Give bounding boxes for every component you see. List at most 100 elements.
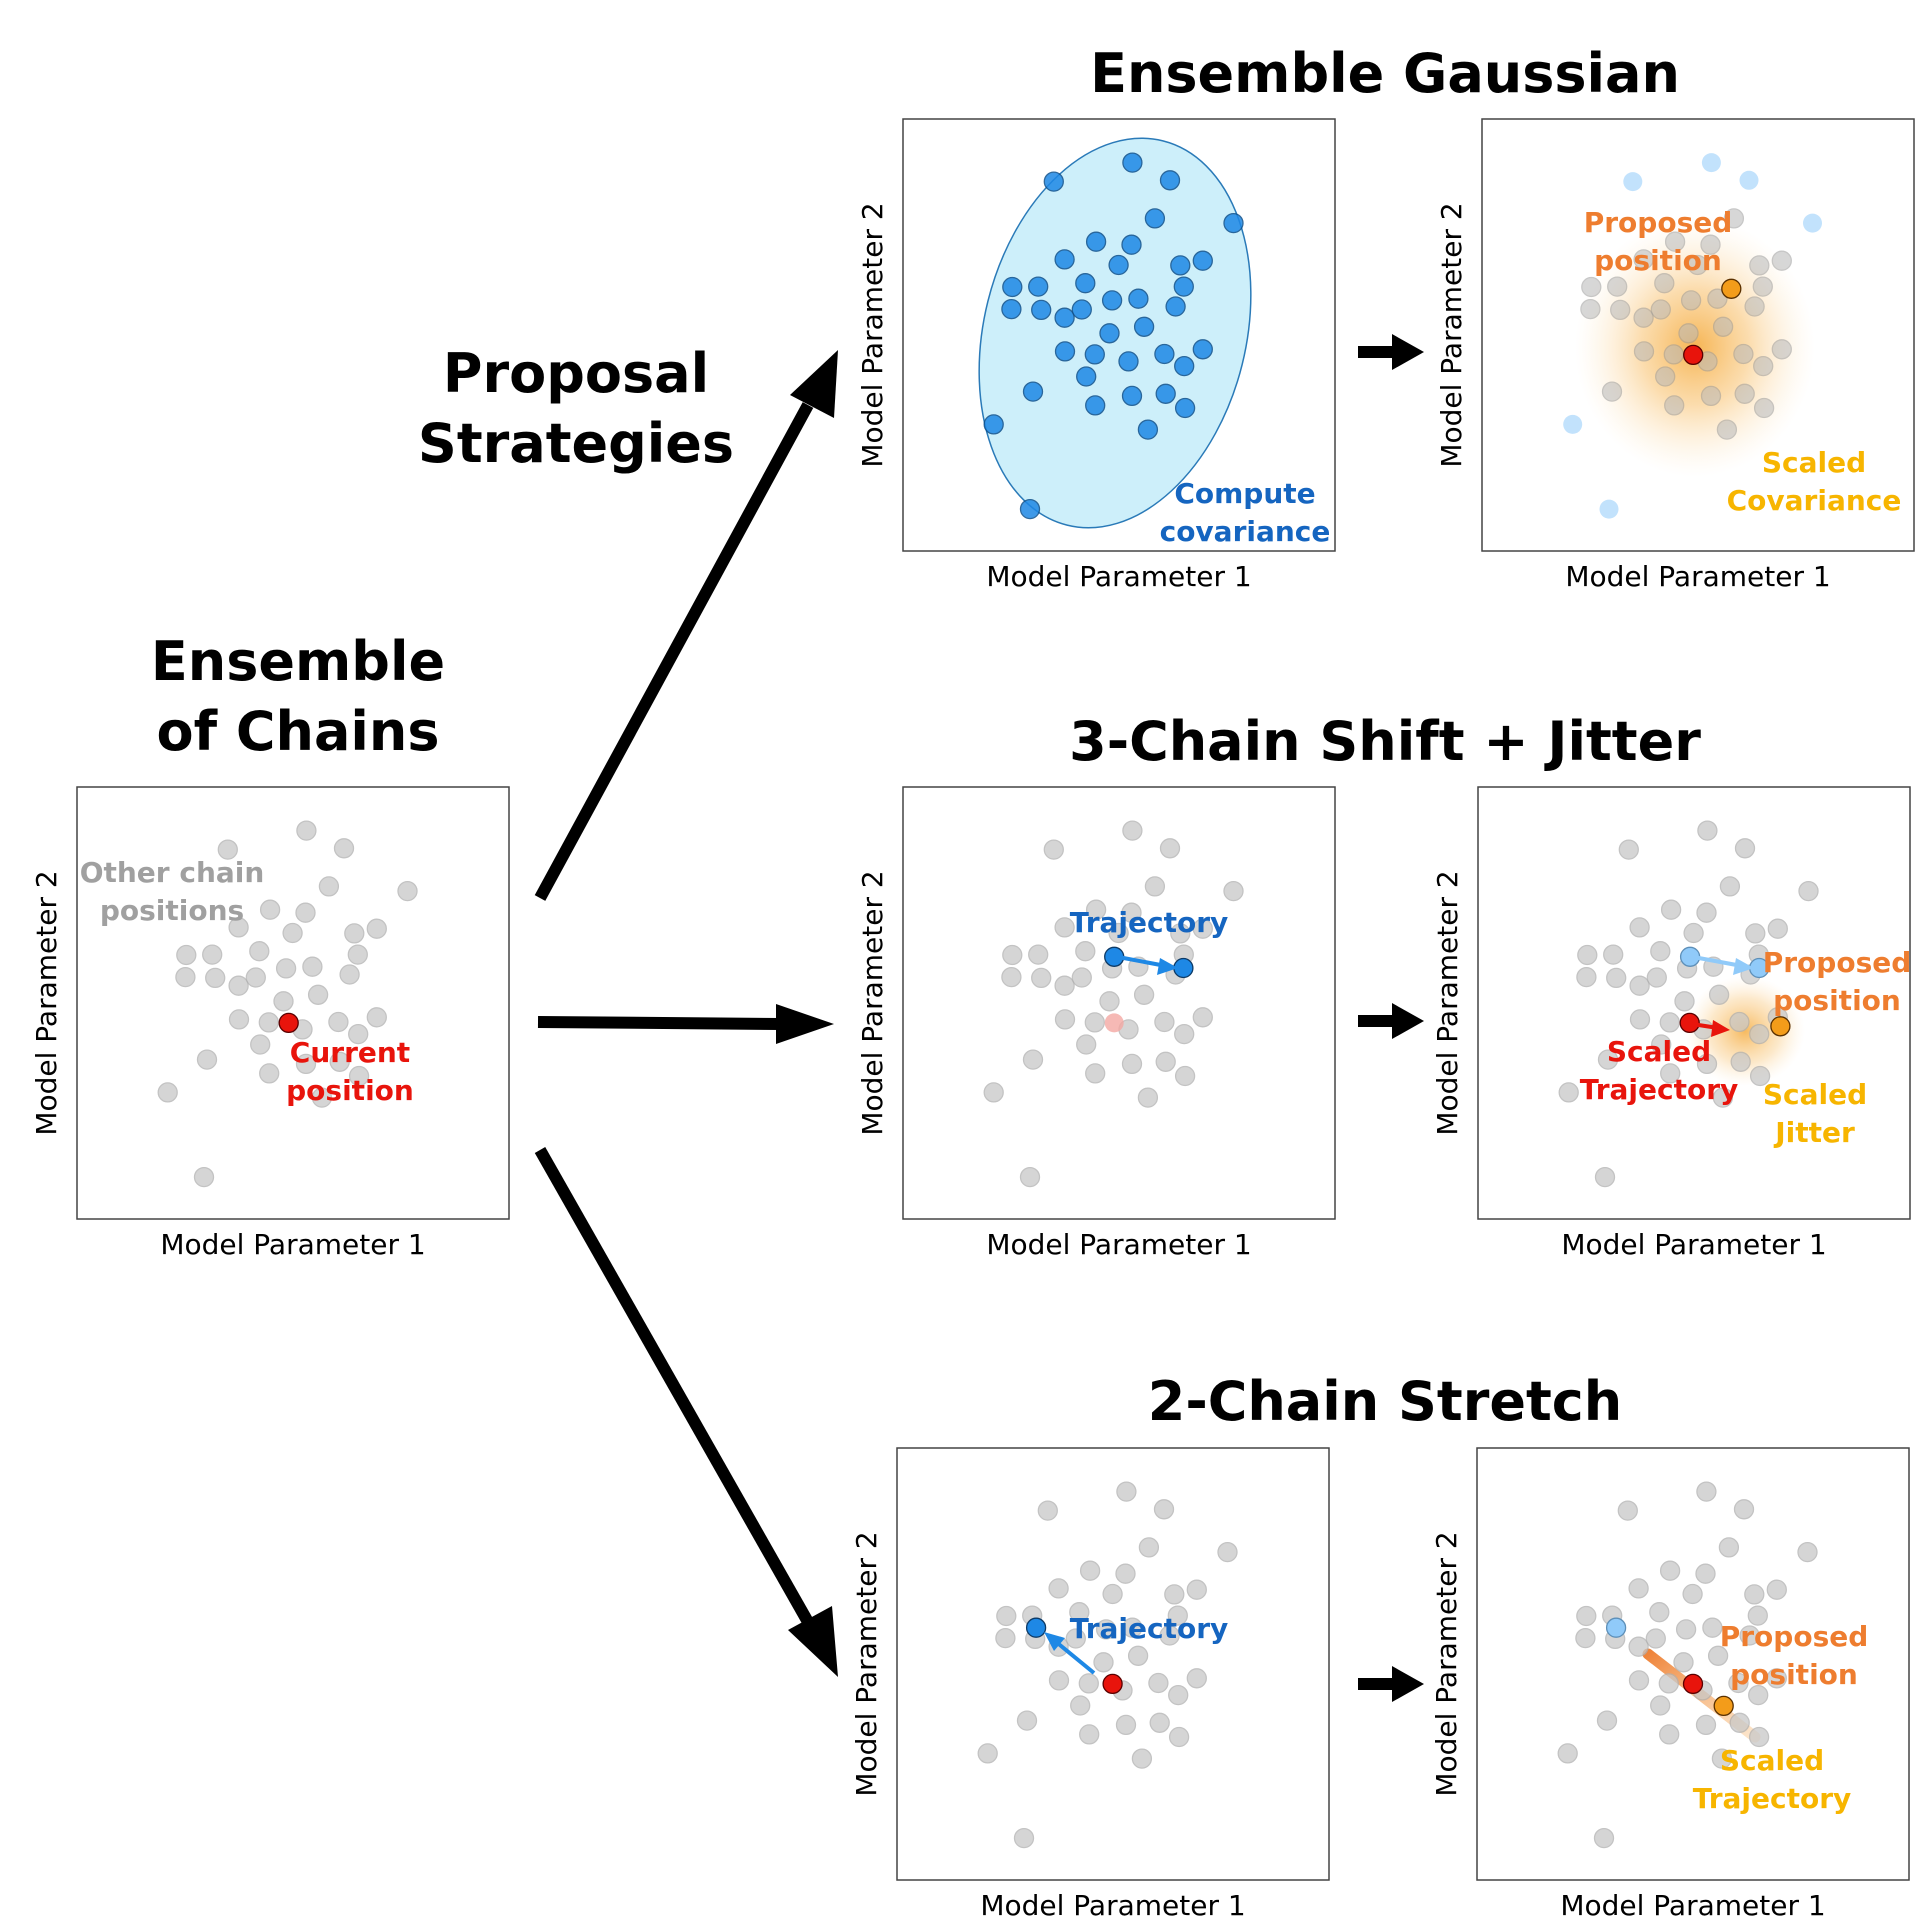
chain-point bbox=[1168, 1726, 1190, 1748]
chain-point bbox=[228, 917, 249, 938]
chain-point bbox=[1749, 1065, 1771, 1087]
label-trajectory: Trajectory bbox=[1693, 1782, 1852, 1815]
chain-point bbox=[1122, 820, 1143, 841]
chain-point bbox=[1599, 499, 1619, 519]
chain-point bbox=[1138, 1537, 1160, 1558]
chain-point bbox=[1730, 1051, 1751, 1072]
chain-point bbox=[1165, 296, 1186, 317]
trajectory-arrow-icon bbox=[1687, 954, 1754, 975]
label-jitter: Jitter bbox=[1773, 1116, 1855, 1149]
chain-point bbox=[1099, 991, 1120, 1012]
chain-point bbox=[1076, 366, 1097, 387]
chain-point bbox=[1687, 254, 1708, 276]
chain-point bbox=[1679, 1012, 1700, 1034]
chain-point bbox=[1650, 1695, 1671, 1716]
chain-point bbox=[1022, 1049, 1044, 1070]
chain-point bbox=[1680, 290, 1702, 311]
chain-point bbox=[1719, 876, 1741, 897]
chain-point bbox=[1729, 1011, 1750, 1033]
label-trajectory: Trajectory bbox=[1070, 906, 1229, 939]
chain-point bbox=[1168, 1684, 1189, 1706]
trajectory-arrow-icon bbox=[1112, 954, 1178, 975]
panel-shift-trajectory: Trajectory Model Parameter 1 Model Param… bbox=[856, 786, 1336, 1261]
label-compute-line1: Compute bbox=[1174, 477, 1315, 510]
chain-point bbox=[1075, 941, 1096, 962]
chain-point bbox=[193, 1166, 215, 1188]
chain-point bbox=[347, 944, 368, 965]
chain-point bbox=[1154, 1011, 1175, 1033]
chain-point bbox=[1596, 1710, 1618, 1731]
x-axis-label: Model Parameter 1 bbox=[1561, 1228, 1826, 1261]
y-axis-label: Model Parameter 2 bbox=[30, 870, 63, 1135]
title-ensemble-of-chains-line2: of Chains bbox=[157, 700, 440, 763]
x-axis-label: Model Parameter 1 bbox=[986, 560, 1251, 593]
chain-point bbox=[1115, 1714, 1137, 1736]
chain-point bbox=[1148, 1672, 1169, 1694]
chain-point bbox=[1633, 341, 1655, 362]
chain-point bbox=[1192, 339, 1213, 360]
chain-point bbox=[1054, 341, 1076, 362]
chain-point bbox=[1702, 1617, 1723, 1638]
chain-point bbox=[1678, 323, 1699, 344]
chain-point bbox=[1664, 231, 1686, 252]
label-covariance: Covariance bbox=[1727, 484, 1902, 517]
chain-point bbox=[1633, 249, 1654, 270]
chain-point bbox=[1713, 1695, 1734, 1717]
chain-point bbox=[1650, 941, 1671, 962]
chain-point bbox=[1646, 967, 1667, 988]
label-proposed-line1: Proposed bbox=[1584, 206, 1733, 239]
y-axis-label: Model Parameter 2 bbox=[856, 870, 889, 1135]
y-axis-label: Model Parameter 2 bbox=[1431, 870, 1464, 1135]
chain-point bbox=[995, 1627, 1016, 1649]
ensemble-points bbox=[157, 820, 418, 1188]
chain-point bbox=[1071, 299, 1092, 320]
chain-point bbox=[205, 967, 226, 989]
chain-point bbox=[1054, 1009, 1076, 1030]
y-axis-label: Model Parameter 2 bbox=[1430, 1531, 1463, 1796]
chain-point bbox=[366, 1007, 387, 1028]
label-scaled-line1: Scaled bbox=[1607, 1035, 1711, 1068]
chain-point bbox=[259, 1063, 280, 1084]
chain-point bbox=[1174, 397, 1196, 419]
chain-point bbox=[1079, 1560, 1101, 1581]
chain-point bbox=[1104, 1013, 1124, 1033]
chain-point bbox=[1797, 1541, 1818, 1563]
chain-point bbox=[1121, 1053, 1143, 1075]
chain-point bbox=[1223, 880, 1244, 902]
chain-point bbox=[1664, 395, 1685, 416]
ensemble-points bbox=[983, 152, 1244, 520]
chain-point bbox=[1629, 1009, 1651, 1030]
label-proposed-line2: position bbox=[1594, 244, 1722, 277]
chain-point bbox=[1031, 967, 1052, 989]
chain-point bbox=[1739, 1625, 1760, 1646]
chain-point bbox=[1192, 250, 1213, 271]
chain-point bbox=[1019, 1166, 1041, 1188]
chain-point bbox=[1174, 1023, 1195, 1045]
chain-point bbox=[1716, 419, 1738, 440]
chain-point bbox=[1607, 276, 1628, 297]
chain-point bbox=[1099, 323, 1120, 344]
chain-point bbox=[1153, 1499, 1175, 1520]
chain-point bbox=[1149, 1712, 1170, 1733]
title-ensemble-of-chains-line1: Ensemble bbox=[151, 630, 445, 693]
flow-arrow-icon bbox=[537, 1004, 834, 1044]
chain-point bbox=[296, 820, 317, 841]
chain-point bbox=[1121, 902, 1142, 923]
chain-point bbox=[1223, 212, 1244, 234]
chain-point bbox=[348, 1065, 370, 1087]
chain-point bbox=[1154, 343, 1175, 365]
chain-point bbox=[1712, 1087, 1734, 1108]
chain-point bbox=[1766, 1668, 1787, 1689]
chain-point bbox=[1101, 290, 1123, 311]
chain-point bbox=[1658, 1673, 1679, 1694]
chain-point bbox=[1028, 944, 1049, 965]
chain-point bbox=[1597, 1049, 1619, 1070]
chain-point bbox=[1013, 1827, 1035, 1849]
chain-point bbox=[1708, 984, 1730, 1005]
chain-point bbox=[1697, 820, 1718, 841]
chain-point bbox=[175, 966, 196, 988]
ensemble-points bbox=[1563, 153, 1822, 519]
flow-arrow-icon bbox=[534, 1147, 838, 1677]
chain-point bbox=[1022, 381, 1044, 402]
chain-point bbox=[996, 1605, 1017, 1627]
